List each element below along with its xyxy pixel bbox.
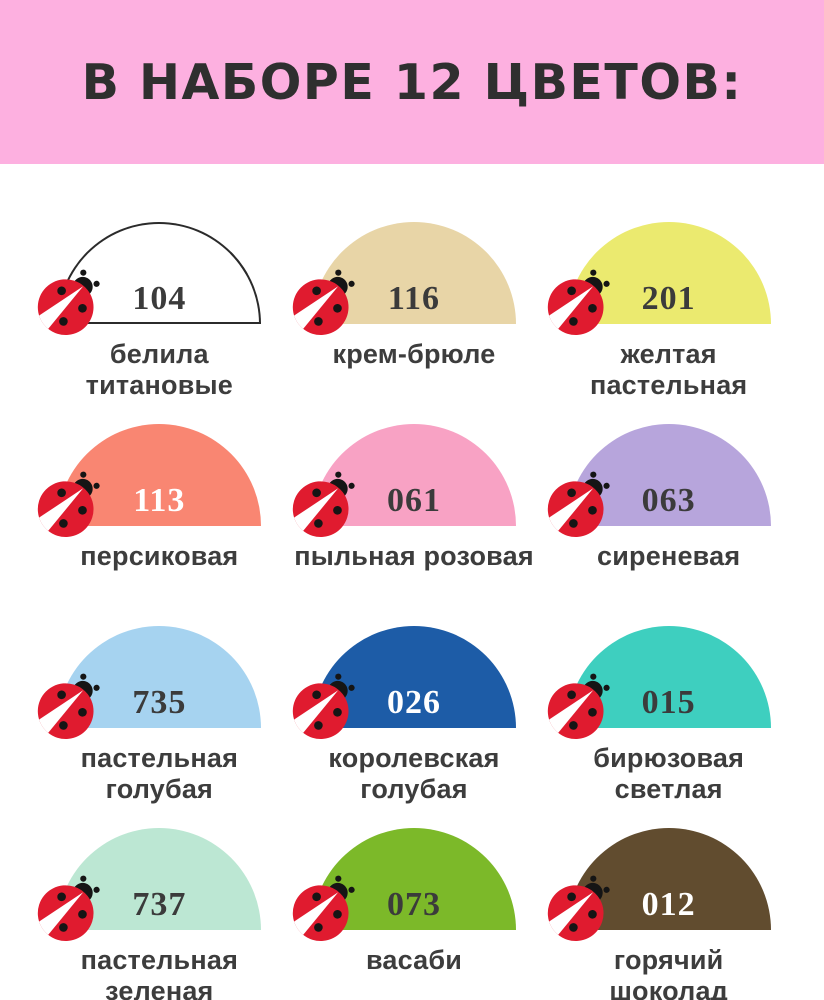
swatch-dome-wrap: 073 xyxy=(312,828,516,930)
color-code: 026 xyxy=(386,684,441,721)
color-name: белила титановые xyxy=(85,339,233,400)
page-title: В НАБОРЕ 12 ЦВЕТОВ: xyxy=(81,53,743,111)
color-swatch-073: 073 васаби xyxy=(287,828,542,1000)
color-code: 104 xyxy=(132,280,187,317)
swatch-dome-wrap: 063 xyxy=(567,424,771,526)
color-name: бирюзовая светлая xyxy=(593,743,745,804)
swatch-dome-wrap: 201 xyxy=(567,222,771,324)
color-name: горячий шоколад xyxy=(609,945,728,1000)
color-code: 737 xyxy=(132,886,187,923)
color-swatch-116: 116 крем-брюле xyxy=(287,222,542,424)
swatch-dome-wrap: 012 xyxy=(567,828,771,930)
color-name: васаби xyxy=(365,945,463,975)
color-name: королевская голубая xyxy=(328,743,500,804)
swatch-dome-wrap: 061 xyxy=(312,424,516,526)
color-name: персиковая xyxy=(80,541,239,571)
color-swatch-113: 113 персиковая xyxy=(32,424,287,626)
color-code: 061 xyxy=(386,482,441,519)
color-code: 116 xyxy=(387,280,441,317)
color-name: пастельная зеленая xyxy=(80,945,239,1000)
color-name: крем-брюле xyxy=(332,339,496,369)
color-swatch-201: 201 желтая пастельная xyxy=(541,222,796,424)
color-code: 015 xyxy=(641,684,696,721)
color-code: 735 xyxy=(132,684,187,721)
color-grid: 104 белила титановые 116 крем-брюле 201 … xyxy=(32,222,796,1000)
color-swatch-015: 015 бирюзовая светлая xyxy=(541,626,796,828)
swatch-dome-wrap: 737 xyxy=(57,828,262,930)
color-code: 012 xyxy=(641,886,696,923)
swatch-dome-wrap: 735 xyxy=(57,626,262,728)
color-code: 201 xyxy=(641,280,696,317)
color-code: 063 xyxy=(641,482,696,519)
color-name: сиреневая xyxy=(597,541,741,571)
color-swatch-104: 104 белила титановые xyxy=(32,222,287,424)
color-swatch-026: 026 королевская голубая xyxy=(287,626,542,828)
color-swatch-735: 735 пастельная голубая xyxy=(32,626,287,828)
color-swatch-061: 061 пыльная розовая xyxy=(287,424,542,626)
color-swatch-012: 012 горячий шоколад xyxy=(541,828,796,1000)
color-name: желтая пастельная xyxy=(589,339,748,400)
page-header: В НАБОРЕ 12 ЦВЕТОВ: xyxy=(0,0,824,164)
swatch-dome-wrap: 104 xyxy=(57,222,262,324)
color-name: пыльная розовая xyxy=(294,541,534,571)
color-code: 113 xyxy=(133,482,186,519)
swatch-dome-wrap: 113 xyxy=(57,424,262,526)
color-swatch-063: 063 сиреневая xyxy=(541,424,796,626)
color-name: пастельная голубая xyxy=(80,743,239,804)
color-swatch-737: 737 пастельная зеленая xyxy=(32,828,287,1000)
color-code: 073 xyxy=(386,886,441,923)
swatch-dome-wrap: 015 xyxy=(567,626,771,728)
swatch-dome-wrap: 026 xyxy=(312,626,516,728)
swatch-dome-wrap: 116 xyxy=(312,222,516,324)
